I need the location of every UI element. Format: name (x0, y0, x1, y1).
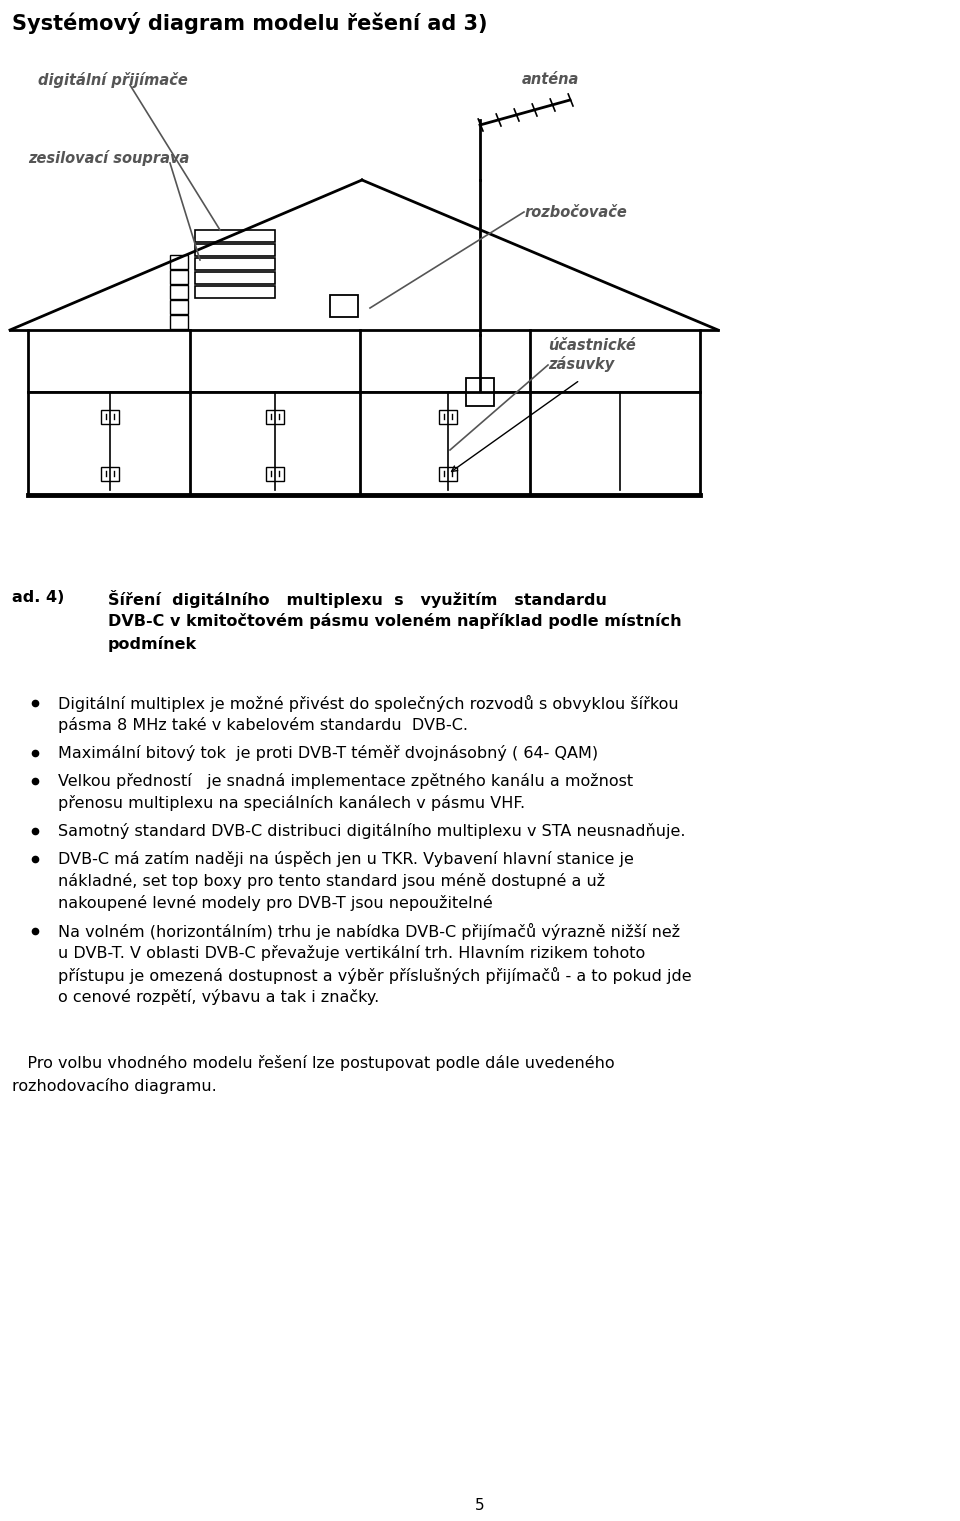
Text: DVB-C v kmitočtovém pásmu voleném například podle místních: DVB-C v kmitočtovém pásmu voleném napřík… (108, 613, 682, 630)
Text: Šíření  digitálního   multiplexu  s   využitím   standardu: Šíření digitálního multiplexu s využitím… (108, 590, 607, 608)
Text: Pro volbu vhodného modelu řešení lze postupovat podle dále uvedeného: Pro volbu vhodného modelu řešení lze pos… (12, 1056, 614, 1071)
Text: pásma 8 MHz také v kabelovém standardu  DVB-C.: pásma 8 MHz také v kabelovém standardu D… (58, 716, 468, 733)
Text: DVB-C má zatím naději na úspěch jen u TKR. Vybavení hlavní stanice je: DVB-C má zatím naději na úspěch jen u TK… (58, 852, 634, 867)
Text: anténa: anténa (522, 71, 580, 87)
Text: o cenové rozpětí, výbavu a tak i značky.: o cenové rozpětí, výbavu a tak i značky. (58, 989, 379, 1005)
Bar (330, 295, 358, 316)
Text: Systémový diagram modelu řešení ad 3): Systémový diagram modelu řešení ad 3) (12, 12, 488, 33)
Bar (439, 467, 457, 481)
Bar (170, 284, 188, 300)
Text: Samotný standard DVB-C distribuci digitálního multiplexu v STA neusnadňuje.: Samotný standard DVB-C distribuci digitá… (58, 823, 685, 840)
Bar (101, 467, 119, 481)
Text: Digitální multiplex je možné přivést do společných rozvodů s obvyklou šířkou: Digitální multiplex je možné přivést do … (58, 695, 679, 712)
Text: digitální přijímače: digitální přijímače (38, 71, 188, 88)
Bar (170, 300, 188, 313)
Text: Maximální bitový tok  je proti DVB-T téměř dvojnásobný ( 64- QAM): Maximální bitový tok je proti DVB-T témě… (58, 745, 598, 760)
Text: přenosu multiplexu na speciálních kanálech v pásmu VHF.: přenosu multiplexu na speciálních kanále… (58, 795, 525, 811)
Bar (266, 411, 284, 424)
Bar (170, 256, 188, 269)
Bar (170, 315, 188, 329)
Text: rozbočovače: rozbočovače (525, 205, 628, 221)
Bar (466, 379, 494, 406)
Bar (170, 271, 188, 284)
Text: účastnické
zásuvky: účastnické zásuvky (548, 338, 636, 371)
Text: nakoupené levné modely pro DVB-T jsou nepoužitelné: nakoupené levné modely pro DVB-T jsou ne… (58, 894, 492, 911)
Bar (195, 259, 275, 271)
Text: 5: 5 (475, 1498, 485, 1513)
Text: ad. 4): ad. 4) (12, 590, 64, 605)
Text: Velkou předností   je snadná implementace zpětného kanálu a možnost: Velkou předností je snadná implementace … (58, 773, 634, 789)
Bar (266, 467, 284, 481)
Text: zesilovací souprava: zesilovací souprava (28, 151, 189, 166)
Bar (195, 243, 275, 256)
Bar (439, 411, 457, 424)
Bar (195, 230, 275, 242)
Text: Na volném (horizontálním) trhu je nabídka DVB-C přijímačů výrazně nižší než: Na volném (horizontálním) trhu je nabídk… (58, 923, 680, 940)
Bar (195, 286, 275, 298)
Text: přístupu je omezená dostupnost a výběr příslušných přijímačů - a to pokud jde: přístupu je omezená dostupnost a výběr p… (58, 967, 691, 984)
Text: podmínek: podmínek (108, 636, 197, 653)
Text: rozhodovacího diagramu.: rozhodovacího diagramu. (12, 1078, 217, 1094)
Text: u DVB-T. V oblasti DVB-C převažuje vertikální trh. Hlavním rizikem tohoto: u DVB-T. V oblasti DVB-C převažuje verti… (58, 945, 645, 961)
Bar (195, 272, 275, 284)
Bar (101, 411, 119, 424)
Text: nákladné, set top boxy pro tento standard jsou méně dostupné a už: nákladné, set top boxy pro tento standar… (58, 873, 605, 888)
